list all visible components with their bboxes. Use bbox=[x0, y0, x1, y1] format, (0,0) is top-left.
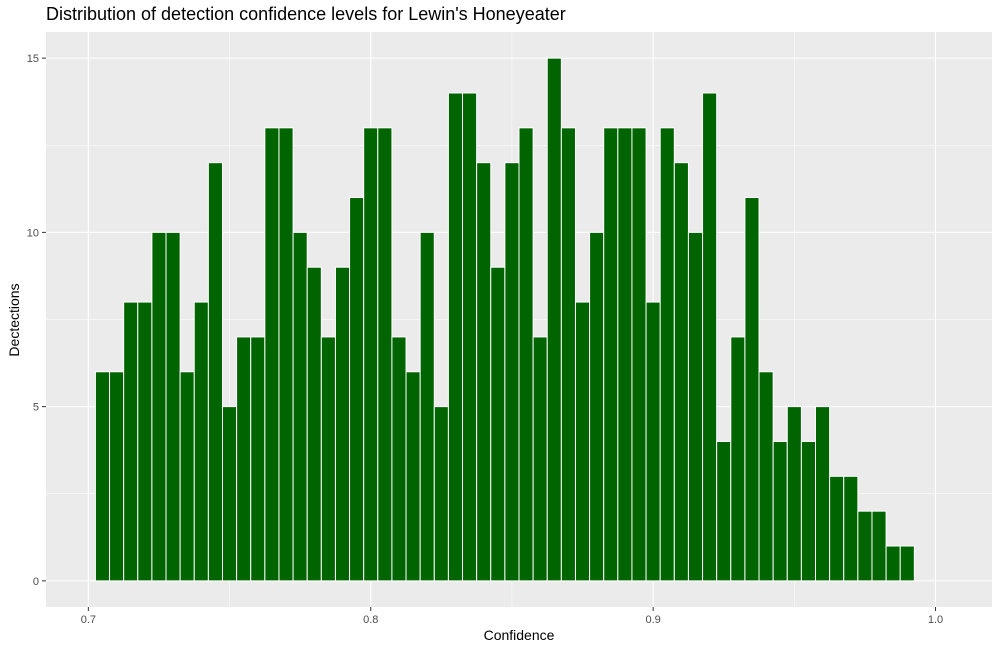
histogram-bar bbox=[589, 231, 605, 582]
x-axis-title: Confidence bbox=[484, 627, 555, 643]
histogram-bar bbox=[320, 336, 336, 582]
y-tick-label: 5 bbox=[33, 402, 39, 414]
histogram-bar bbox=[857, 510, 873, 582]
histogram-bar bbox=[447, 92, 464, 582]
histogram-bar bbox=[673, 162, 689, 582]
histogram-bar bbox=[165, 231, 181, 582]
y-axis-title: Dectections bbox=[6, 283, 22, 356]
histogram-bar bbox=[702, 92, 718, 582]
histogram-bar bbox=[532, 336, 548, 582]
histogram-bar bbox=[800, 440, 817, 582]
histogram-bar bbox=[363, 127, 379, 582]
histogram-bar bbox=[405, 371, 421, 582]
y-tick-label: 10 bbox=[27, 227, 39, 239]
histogram-bar bbox=[518, 127, 534, 582]
histogram-bar bbox=[687, 231, 704, 582]
histogram-bar bbox=[659, 127, 675, 582]
histogram-bar bbox=[123, 301, 139, 582]
histogram-bar bbox=[744, 197, 760, 582]
x-tick-label: 0.9 bbox=[645, 614, 660, 626]
histogram-bar bbox=[546, 57, 562, 582]
histogram-bar bbox=[137, 301, 153, 582]
histogram-bar bbox=[94, 371, 111, 582]
histogram-bar bbox=[250, 336, 266, 582]
histogram-bar bbox=[391, 336, 407, 582]
histogram-bar bbox=[476, 162, 492, 582]
histogram-bar bbox=[349, 197, 365, 582]
histogram-bar bbox=[786, 406, 802, 582]
x-tick-label: 0.7 bbox=[81, 614, 96, 626]
histogram-bar bbox=[815, 406, 831, 582]
histogram-bar bbox=[490, 266, 506, 582]
histogram-bar bbox=[433, 406, 449, 582]
histogram-bar bbox=[631, 127, 647, 582]
histogram-bar bbox=[151, 231, 167, 582]
histogram-bar bbox=[560, 127, 576, 582]
bars bbox=[94, 57, 915, 582]
histogram-bar bbox=[829, 475, 845, 582]
histogram-bar bbox=[109, 371, 125, 582]
histogram-bar bbox=[462, 92, 478, 582]
histogram-bar bbox=[278, 127, 294, 582]
histogram-bar bbox=[264, 127, 280, 582]
histogram-bar bbox=[730, 336, 746, 582]
histogram-bar bbox=[306, 266, 322, 582]
histogram-bar bbox=[574, 301, 591, 582]
histogram-bar bbox=[334, 266, 351, 582]
x-axis: 0.7 0.8 0.9 1.0 bbox=[81, 607, 943, 626]
histogram-bar bbox=[236, 336, 252, 582]
histogram-bar bbox=[292, 231, 308, 582]
histogram-bar bbox=[716, 440, 732, 582]
histogram-bar bbox=[179, 371, 195, 582]
chart-title: Distribution of detection confidence lev… bbox=[46, 4, 566, 24]
histogram-bar bbox=[645, 301, 661, 582]
histogram-bar bbox=[207, 162, 223, 582]
y-tick-label: 0 bbox=[33, 576, 39, 588]
histogram-bar bbox=[419, 231, 435, 582]
histogram-bar bbox=[193, 301, 209, 582]
x-tick-label: 0.8 bbox=[363, 614, 378, 626]
y-tick-label: 15 bbox=[27, 53, 39, 65]
histogram-bar bbox=[885, 545, 901, 582]
histogram-bar bbox=[603, 127, 619, 582]
histogram-bar bbox=[377, 127, 393, 582]
histogram-bar bbox=[758, 371, 774, 582]
histogram-bar bbox=[504, 162, 520, 582]
histogram-bar bbox=[772, 440, 788, 582]
y-axis: 0 5 10 15 bbox=[27, 53, 46, 588]
x-tick-label: 1.0 bbox=[928, 614, 943, 626]
histogram-bar bbox=[617, 127, 633, 582]
histogram-bar bbox=[871, 510, 887, 582]
histogram-bar bbox=[899, 545, 915, 582]
histogram-bar bbox=[221, 406, 238, 582]
histogram-bar bbox=[843, 475, 859, 582]
